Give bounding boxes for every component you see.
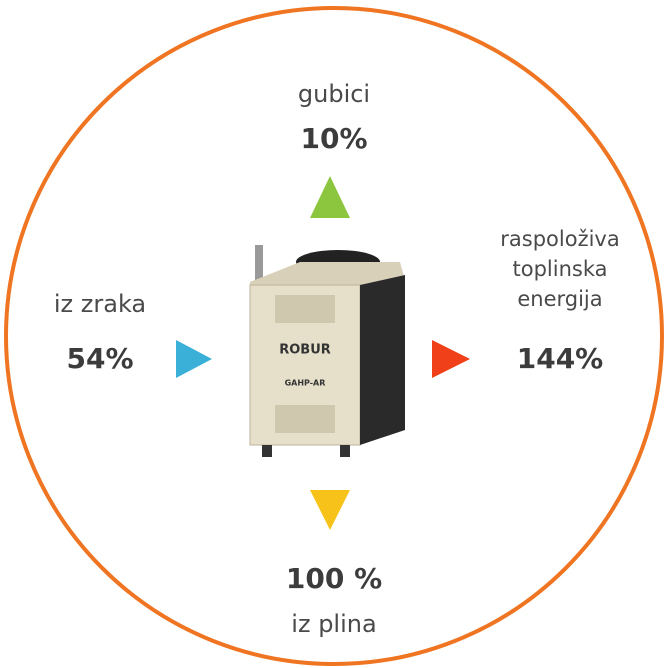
bottom-value: 100 % <box>286 562 382 595</box>
outer-circle <box>4 6 664 666</box>
arrow-down <box>310 490 350 530</box>
left-value: 54% <box>66 342 133 375</box>
device-foot <box>340 445 350 457</box>
arrow-up <box>310 176 350 218</box>
right-value: 144% <box>517 342 604 375</box>
device-vent <box>275 295 335 323</box>
device-model: GAHP-AR <box>285 379 326 388</box>
device-foot <box>262 445 272 457</box>
device-pipe <box>255 245 263 285</box>
bottom-label: iz plina <box>291 610 376 638</box>
device-brand: ROBUR <box>279 343 331 358</box>
arrow-left-in <box>176 340 212 378</box>
right-label: toplinska <box>513 257 608 281</box>
top-label: gubici <box>298 80 370 108</box>
top-value: 10% <box>300 122 367 155</box>
device-vent <box>275 405 335 433</box>
left-label: iz zraka <box>54 290 146 318</box>
right-label: raspoloživa <box>500 227 619 251</box>
device-side <box>360 275 405 445</box>
right-label: energija <box>517 287 602 311</box>
arrow-right-out <box>432 340 470 378</box>
device: ROBUR GAHP-AR <box>249 245 405 457</box>
